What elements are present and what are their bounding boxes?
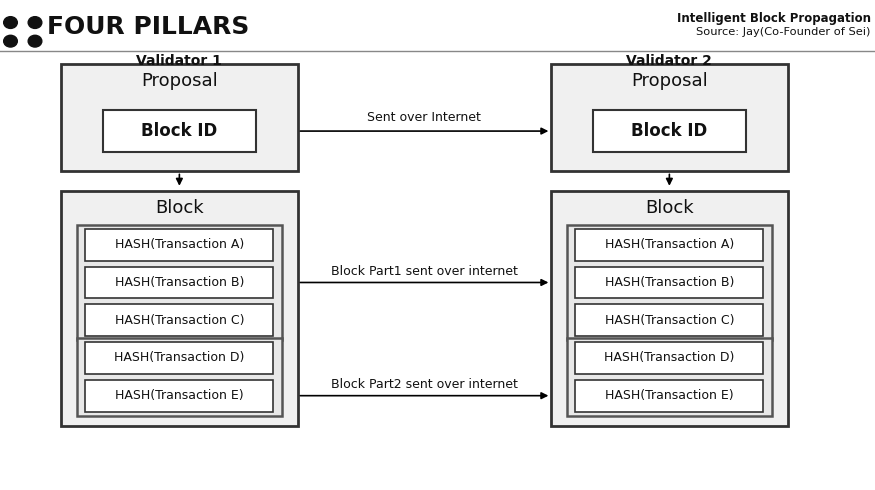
Bar: [576, 304, 763, 336]
Bar: [77, 225, 282, 340]
Text: Source: Jay(Co-Founder of Sei): Source: Jay(Co-Founder of Sei): [696, 27, 871, 37]
Text: HASH(Transaction D): HASH(Transaction D): [604, 351, 735, 365]
Bar: [567, 225, 773, 340]
Text: Block ID: Block ID: [141, 122, 218, 140]
Bar: [61, 64, 298, 172]
Bar: [77, 338, 282, 416]
Text: Validator 2: Validator 2: [626, 54, 712, 68]
Text: HASH(Transaction C): HASH(Transaction C): [605, 314, 734, 327]
Ellipse shape: [4, 35, 18, 47]
Text: Proposal: Proposal: [631, 72, 708, 90]
Text: Validator 1: Validator 1: [136, 54, 222, 68]
Ellipse shape: [4, 17, 18, 28]
Bar: [85, 267, 273, 298]
Bar: [85, 342, 273, 374]
Bar: [85, 304, 273, 336]
Text: Block ID: Block ID: [631, 122, 708, 140]
Bar: [551, 191, 788, 426]
Text: HASH(Transaction E): HASH(Transaction E): [116, 389, 243, 402]
Bar: [576, 229, 763, 261]
Bar: [593, 110, 746, 152]
Text: HASH(Transaction A): HASH(Transaction A): [605, 238, 734, 251]
Bar: [576, 380, 763, 412]
Bar: [551, 64, 788, 172]
Ellipse shape: [28, 17, 42, 28]
Ellipse shape: [28, 35, 42, 47]
Text: HASH(Transaction B): HASH(Transaction B): [115, 276, 244, 289]
Bar: [103, 110, 256, 152]
Bar: [85, 380, 273, 412]
Text: Sent over Internet: Sent over Internet: [368, 111, 481, 124]
Text: Block Part1 sent over internet: Block Part1 sent over internet: [331, 265, 518, 278]
Text: Block Part2 sent over internet: Block Part2 sent over internet: [331, 378, 518, 392]
Text: Intelligent Block Propagation: Intelligent Block Propagation: [676, 12, 871, 25]
Bar: [576, 267, 763, 298]
Bar: [567, 338, 773, 416]
Text: HASH(Transaction B): HASH(Transaction B): [605, 276, 734, 289]
Text: HASH(Transaction D): HASH(Transaction D): [114, 351, 245, 365]
Text: Proposal: Proposal: [141, 72, 218, 90]
Text: HASH(Transaction C): HASH(Transaction C): [115, 314, 244, 327]
Text: FOUR PILLARS: FOUR PILLARS: [47, 15, 249, 39]
Text: HASH(Transaction E): HASH(Transaction E): [606, 389, 733, 402]
Bar: [61, 191, 298, 426]
Text: HASH(Transaction A): HASH(Transaction A): [115, 238, 244, 251]
Bar: [85, 229, 273, 261]
Text: Block: Block: [645, 199, 694, 217]
Text: Block: Block: [155, 199, 204, 217]
Bar: [576, 342, 763, 374]
